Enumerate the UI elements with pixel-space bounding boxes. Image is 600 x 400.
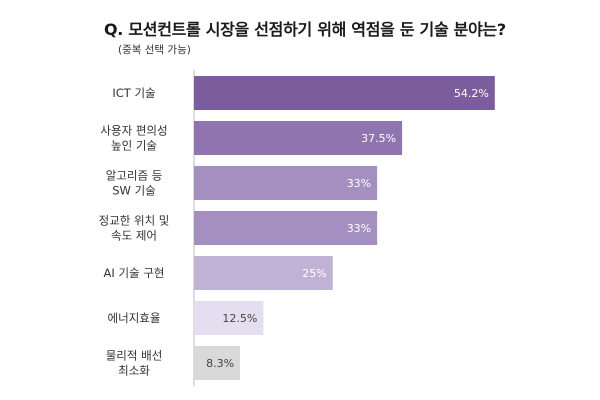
value-label-1: 37.5% <box>361 132 396 145</box>
value-label-2: 33% <box>347 177 371 190</box>
value-label-3: 33% <box>347 222 371 235</box>
value-label-6: 8.3% <box>206 357 234 370</box>
chart-title: Q. 모션컨트롤 시장을 선점하기 위해 역점을 둔 기술 분야는? <box>104 20 506 39</box>
bar-6 <box>194 346 241 380</box>
category-label-6: 물리적 배선 최소화 <box>106 349 163 378</box>
category-label-0: ICT 기술 <box>112 86 155 100</box>
category-label-1: 사용자 편의성 높인 기술 <box>100 124 167 153</box>
bar-0 <box>194 76 495 110</box>
bar-5 <box>194 301 264 335</box>
chart-subtitle: (중복 선택 가능) <box>118 44 191 56</box>
value-label-5: 12.5% <box>222 312 257 325</box>
category-label-3: 정교한 위치 및 속도 제어 <box>99 214 170 243</box>
bar-3 <box>194 211 378 245</box>
bar-4 <box>194 256 333 290</box>
bar-2 <box>194 166 378 200</box>
bar-1 <box>194 121 403 155</box>
category-label-5: 에너지효율 <box>108 311 161 325</box>
value-label-4: 25% <box>302 267 326 280</box>
category-label-4: AI 기술 구현 <box>104 266 165 280</box>
value-label-0: 54.2% <box>454 87 489 100</box>
category-label-2: 알고리즘 등 SW 기술 <box>106 169 163 198</box>
